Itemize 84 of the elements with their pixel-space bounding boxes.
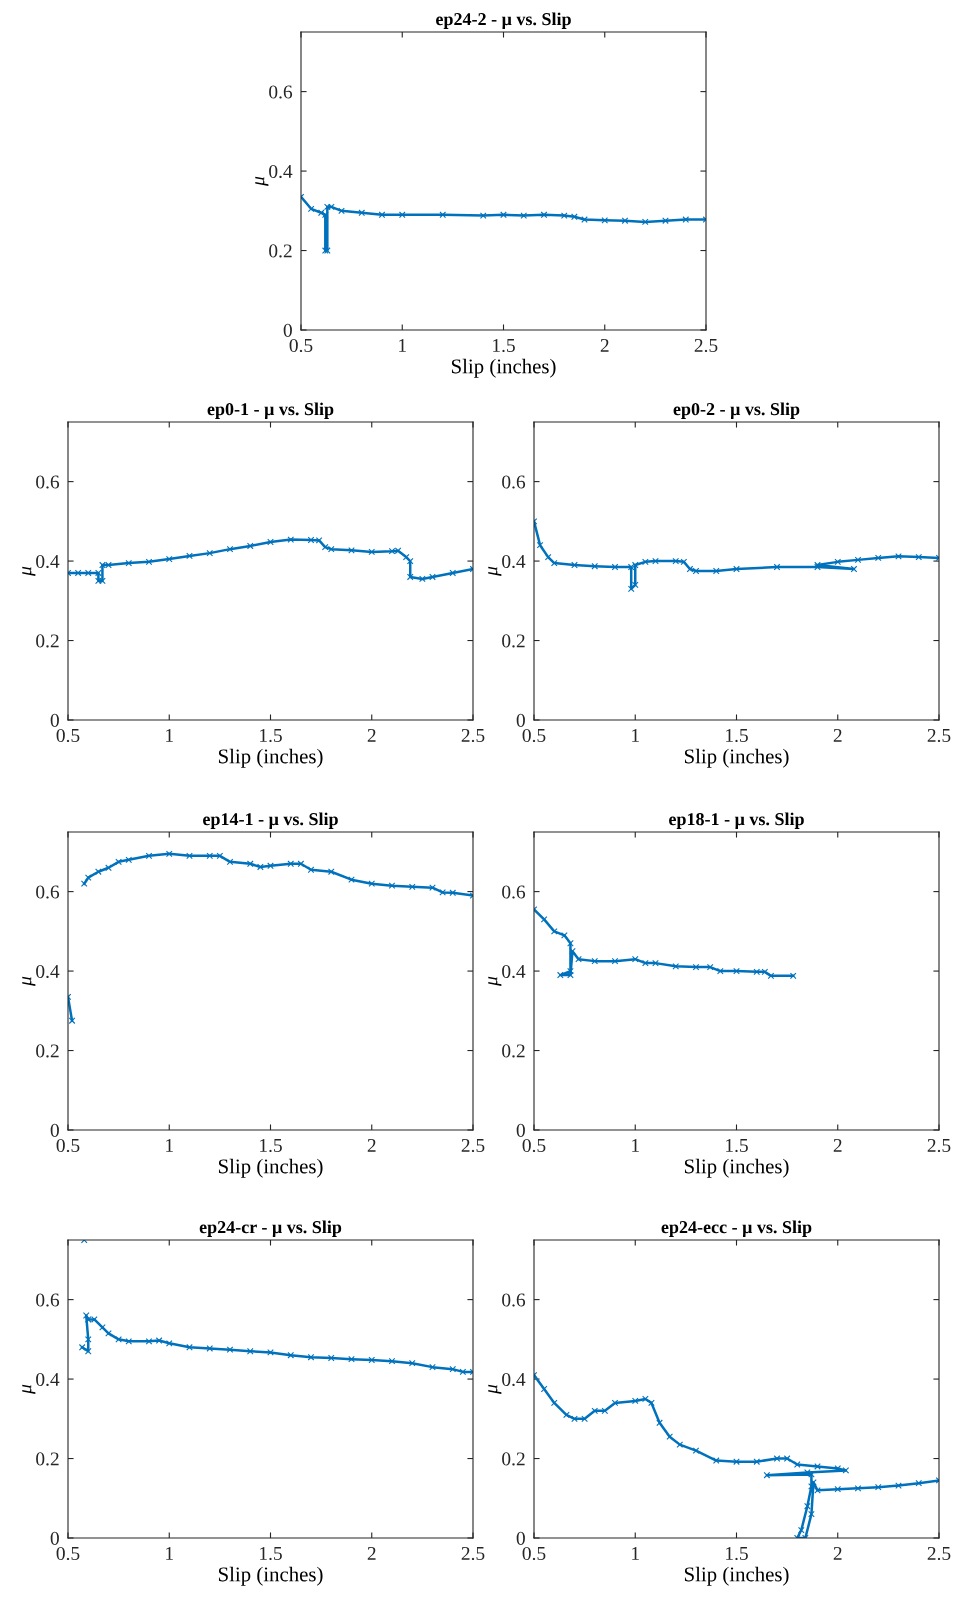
x-tick-label: 1.5 [726, 1138, 748, 1153]
y-tick-label: 0.2 [269, 244, 292, 258]
x-tick-label: 2 [367, 1546, 376, 1560]
y-tick-label: 0 [50, 1531, 59, 1545]
x-tick-label: 2 [833, 1546, 842, 1560]
x-tick-label: 2.5 [694, 338, 718, 353]
x-tick-label: 1 [166, 1138, 173, 1152]
x-axis-title: Slip (inches) [218, 1566, 323, 1586]
x-tick-label: 1.5 [726, 728, 748, 743]
y-tick-label: 0 [50, 713, 59, 727]
y-axis-title: μ [488, 976, 502, 986]
y-tick-label: 0.4 [502, 964, 526, 979]
y-tick-label: 0.2 [502, 634, 525, 648]
x-axis-title: Slip (inches) [218, 1158, 323, 1178]
x-tick-label: 1.5 [726, 1546, 748, 1561]
x-tick-label: 0.5 [522, 1138, 546, 1153]
y-tick-label: 0.6 [36, 1293, 60, 1307]
x-tick-label: 2.5 [927, 1546, 951, 1561]
x-tick-label: 2 [600, 338, 609, 352]
x-tick-label: 0.5 [56, 1546, 80, 1561]
y-tick-label: 0.2 [502, 1452, 525, 1466]
y-tick-label: 0.6 [502, 475, 526, 489]
x-tick-label: 2.5 [461, 1138, 485, 1153]
chart-title: ep18-1 - μ vs. Slip [669, 812, 804, 829]
x-tick-label: 2.5 [927, 1138, 951, 1153]
y-tick-label: 0 [516, 1123, 525, 1137]
y-tick-label: 0.4 [502, 554, 526, 569]
x-tick-label: 2.5 [461, 1546, 485, 1561]
y-axis-title: μ [22, 566, 36, 576]
x-tick-label: 2.5 [461, 728, 485, 743]
x-axis-title: Slip (inches) [684, 1158, 789, 1178]
x-tick-label: 1 [632, 728, 639, 742]
y-tick-label: 0.6 [502, 1293, 526, 1307]
y-tick-label: 0.4 [269, 164, 293, 179]
x-tick-label: 2 [367, 728, 376, 742]
y-tick-label: 0.6 [502, 885, 526, 899]
x-tick-label: 0.5 [522, 728, 546, 743]
chart-title: ep14-1 - μ vs. Slip [203, 812, 338, 829]
x-tick-label: 2 [833, 728, 842, 742]
y-tick-label: 0 [516, 1531, 525, 1545]
x-tick-label: 0.5 [56, 1138, 80, 1153]
x-axis-title: Slip (inches) [684, 748, 789, 768]
y-tick-label: 0 [516, 713, 525, 727]
x-tick-label: 1 [166, 728, 173, 742]
x-tick-label: 1 [399, 338, 406, 352]
x-tick-label: 1 [632, 1138, 639, 1152]
y-axis-title: μ [488, 566, 502, 576]
y-tick-label: 0.4 [36, 1372, 60, 1387]
y-tick-label: 0.4 [36, 554, 60, 569]
x-tick-label: 2 [367, 1138, 376, 1152]
y-tick-label: 0.4 [36, 964, 60, 979]
x-tick-label: 1.5 [260, 1138, 282, 1153]
chart-title: ep24-ecc - μ vs. Slip [661, 1220, 812, 1237]
y-tick-label: 0.2 [502, 1044, 525, 1058]
y-axis-title: μ [22, 1384, 36, 1394]
chart-title: ep24-2 - μ vs. Slip [436, 12, 571, 29]
x-tick-label: 1.5 [493, 338, 515, 353]
y-tick-label: 0.2 [36, 1044, 59, 1058]
x-tick-label: 1 [166, 1546, 173, 1560]
x-tick-label: 0.5 [56, 728, 80, 743]
x-tick-label: 0.5 [289, 338, 313, 353]
x-tick-label: 2 [833, 1138, 842, 1152]
y-tick-label: 0.2 [36, 634, 59, 648]
y-tick-label: 0.4 [502, 1372, 526, 1387]
chart-title: ep24-cr - μ vs. Slip [199, 1220, 342, 1237]
y-tick-label: 0.6 [36, 885, 60, 899]
y-axis-title: μ [488, 1384, 502, 1394]
x-tick-label: 1 [632, 1546, 639, 1560]
x-tick-label: 0.5 [522, 1546, 546, 1561]
y-tick-label: 0 [50, 1123, 59, 1137]
y-tick-label: 0.6 [269, 85, 293, 99]
y-tick-label: 0.2 [36, 1452, 59, 1466]
y-tick-label: 0 [283, 323, 292, 337]
x-axis-title: Slip (inches) [218, 748, 323, 768]
chart-title: ep0-2 - μ vs. Slip [673, 402, 800, 419]
y-axis-title: μ [255, 176, 269, 186]
x-tick-label: 1.5 [260, 1546, 282, 1561]
y-tick-label: 0.6 [36, 475, 60, 489]
x-tick-label: 1.5 [260, 728, 282, 743]
chart-title: ep0-1 - μ vs. Slip [207, 402, 334, 419]
x-axis-title: Slip (inches) [684, 1566, 789, 1586]
x-axis-title: Slip (inches) [451, 358, 556, 378]
y-axis-title: μ [22, 976, 36, 986]
x-tick-label: 2.5 [927, 728, 951, 743]
